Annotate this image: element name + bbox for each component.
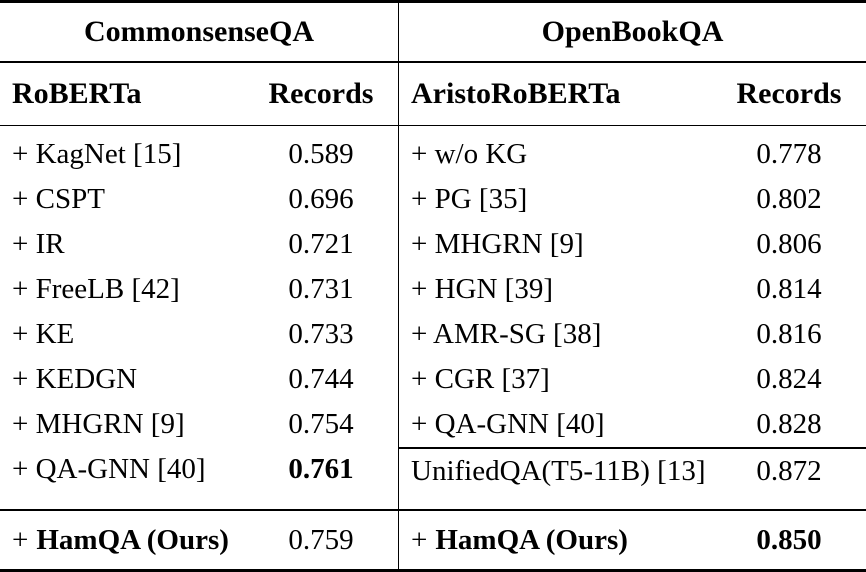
method-score-best: 0.761 <box>288 453 354 485</box>
group-header-row: CommonsenseQA OpenBookQA <box>0 3 866 61</box>
method-name: + KEDGN <box>12 363 138 395</box>
method-score: 0.778 <box>756 138 822 170</box>
table-rule-top <box>0 0 866 3</box>
openbookqa-body: + w/o KG 0.778 + PG [35] 0.802 + MHGRN [… <box>398 126 866 509</box>
method-score: 0.806 <box>756 228 822 260</box>
table-row: + FreeLB [42] 0.731 <box>0 267 398 312</box>
column-header-row: RoBERTa Records AristoRoBERTa Records <box>0 62 866 125</box>
column-header-left: RoBERTa Records <box>0 63 398 125</box>
ours-score: 0.759 <box>288 523 354 556</box>
table-row-baseline: UnifiedQA(T5-11B) [13] 0.872 <box>399 449 866 494</box>
table-rule-above-baseline <box>399 447 866 449</box>
table-row: + CGR [37] 0.824 <box>399 357 866 402</box>
method-name: + w/o KG <box>411 138 528 170</box>
method-name: + IR <box>12 228 65 260</box>
table-row: + AMR-SG [38] 0.816 <box>399 312 866 357</box>
method-name: UnifiedQA(T5-11B) [13] <box>411 454 706 487</box>
method-score: 0.814 <box>756 273 822 305</box>
model-header-left: RoBERTa <box>12 76 142 110</box>
table-row: + QA-GNN [40] 0.828 <box>399 402 866 447</box>
footer-openbookqa: + HamQA (Ours) 0.850 <box>398 511 866 569</box>
method-name: + HGN [39] <box>411 273 553 305</box>
commonsenseqa-body: + KagNet [15] 0.589 + CSPT 0.696 + IR 0.… <box>0 126 398 509</box>
plus-prefix: + <box>411 523 428 556</box>
ours-label: HamQA (Ours) <box>435 523 628 556</box>
table-row: + QA-GNN [40] 0.761 <box>0 447 398 492</box>
table-rule-above-footer <box>0 509 866 511</box>
method-name: + MHGRN [9] <box>411 228 584 260</box>
method-score: 0.824 <box>756 363 822 395</box>
table-row: + KE 0.733 <box>0 312 398 357</box>
method-score: 0.816 <box>756 318 822 350</box>
footer-row: + HamQA (Ours) 0.759 + HamQA (Ours) 0.850 <box>0 511 866 569</box>
records-header-left: Records <box>268 76 374 110</box>
method-score: 0.872 <box>756 454 822 487</box>
method-name: + FreeLB [42] <box>12 273 180 305</box>
method-name: + CSPT <box>12 183 105 215</box>
table-row: + PG [35] 0.802 <box>399 177 866 222</box>
records-header-right: Records <box>736 76 842 110</box>
column-header-right: AristoRoBERTa Records <box>398 62 866 125</box>
method-score: 0.589 <box>288 138 354 170</box>
ours-method-name: + HamQA (Ours) <box>411 524 724 557</box>
ours-score-best: 0.850 <box>756 523 822 556</box>
group-header-commonsenseqa: CommonsenseQA <box>0 3 398 61</box>
table-rule-bottom <box>0 569 866 572</box>
method-name: + MHGRN [9] <box>12 408 185 440</box>
group-header-openbookqa: OpenBookQA <box>398 3 866 61</box>
method-score: 0.828 <box>756 408 822 440</box>
group-title-right: OpenBookQA <box>541 15 724 48</box>
table-rule-below-group-header <box>0 61 866 63</box>
method-name: + QA-GNN [40] <box>411 408 605 440</box>
plus-prefix: + <box>12 523 29 556</box>
method-name: + AMR-SG [38] <box>411 318 602 350</box>
table-body: + KagNet [15] 0.589 + CSPT 0.696 + IR 0.… <box>0 126 866 509</box>
table-row: + KEDGN 0.744 <box>0 357 398 402</box>
table-row: + HGN [39] 0.814 <box>399 267 866 312</box>
ours-method-name: + HamQA (Ours) <box>12 524 256 557</box>
table-row: + CSPT 0.696 <box>0 177 398 222</box>
method-score: 0.733 <box>288 318 354 350</box>
group-title-left: CommonsenseQA <box>84 15 314 48</box>
method-name: + PG [35] <box>411 183 528 215</box>
method-score: 0.744 <box>288 363 354 395</box>
method-score: 0.731 <box>288 273 354 305</box>
ours-label: HamQA (Ours) <box>36 523 229 556</box>
method-score: 0.754 <box>288 408 354 440</box>
model-header-right: AristoRoBERTa <box>411 76 621 110</box>
table-row: + MHGRN [9] 0.754 <box>0 402 398 447</box>
table-row: + MHGRN [9] 0.806 <box>399 222 866 267</box>
table-rule-below-column-header <box>0 124 866 126</box>
method-score: 0.696 <box>288 183 354 215</box>
method-name: + KE <box>12 318 75 350</box>
method-name: + CGR [37] <box>411 363 550 395</box>
method-name: + QA-GNN [40] <box>12 453 206 485</box>
table-row: + KagNet [15] 0.589 <box>0 132 398 177</box>
table-row: + w/o KG 0.778 <box>399 132 866 177</box>
method-score: 0.721 <box>288 228 354 260</box>
table-row: + IR 0.721 <box>0 222 398 267</box>
method-name: + KagNet [15] <box>12 138 182 170</box>
footer-commonsenseqa: + HamQA (Ours) 0.759 <box>0 511 398 569</box>
method-score: 0.802 <box>756 183 822 215</box>
